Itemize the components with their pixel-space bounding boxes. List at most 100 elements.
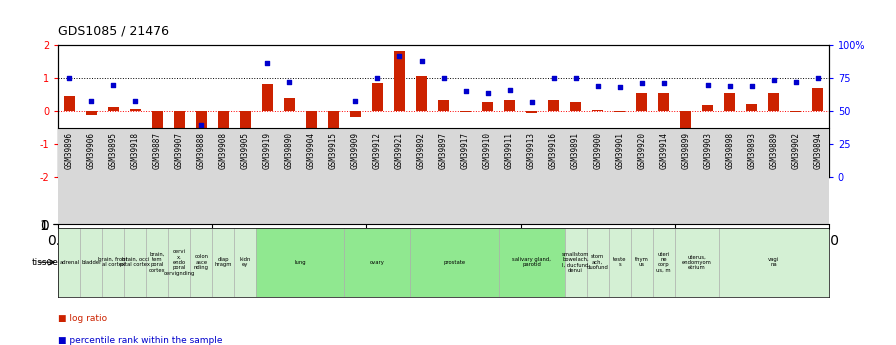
Text: GSM39897: GSM39897 bbox=[439, 132, 448, 169]
Text: GSM39907: GSM39907 bbox=[175, 132, 184, 169]
Text: GSM39920: GSM39920 bbox=[637, 132, 646, 169]
Text: GSM39919: GSM39919 bbox=[263, 132, 271, 169]
Point bbox=[128, 98, 142, 104]
Bar bbox=[790, 111, 801, 112]
Text: brain, front
al cortex: brain, front al cortex bbox=[99, 257, 128, 267]
Bar bbox=[196, 111, 207, 142]
Text: diap
hragm: diap hragm bbox=[215, 257, 232, 267]
Text: GSM39901: GSM39901 bbox=[616, 132, 625, 169]
Bar bbox=[151, 111, 163, 137]
Text: prostate: prostate bbox=[444, 260, 466, 265]
Point bbox=[172, 132, 186, 138]
Text: GSM39915: GSM39915 bbox=[329, 132, 338, 169]
Text: GSM39918: GSM39918 bbox=[131, 132, 140, 169]
Text: GDS1085 / 21476: GDS1085 / 21476 bbox=[58, 25, 169, 38]
Bar bbox=[218, 111, 228, 166]
Point bbox=[305, 132, 319, 138]
Text: GSM39892: GSM39892 bbox=[417, 132, 426, 169]
Bar bbox=[592, 110, 603, 111]
Bar bbox=[587, 228, 608, 297]
Point bbox=[524, 99, 538, 105]
Bar bbox=[394, 51, 405, 111]
Text: GSM39908: GSM39908 bbox=[219, 132, 228, 169]
Point bbox=[568, 75, 582, 81]
Bar bbox=[174, 111, 185, 162]
Bar bbox=[284, 98, 295, 111]
Text: brain,
tem
poral
cortex: brain, tem poral cortex bbox=[149, 252, 166, 273]
Bar bbox=[608, 228, 631, 297]
Text: GSM39896: GSM39896 bbox=[65, 132, 73, 169]
Point bbox=[678, 143, 693, 148]
Bar bbox=[498, 228, 564, 297]
Bar bbox=[256, 228, 344, 297]
Bar bbox=[719, 228, 829, 297]
Text: GSM39909: GSM39909 bbox=[351, 132, 360, 169]
Text: GSM39916: GSM39916 bbox=[549, 132, 558, 169]
Bar bbox=[680, 111, 691, 153]
Point bbox=[260, 60, 274, 66]
Text: GSM39912: GSM39912 bbox=[373, 132, 382, 169]
Text: GSM39888: GSM39888 bbox=[197, 132, 206, 169]
Point bbox=[414, 59, 428, 64]
Point bbox=[459, 88, 473, 94]
Point bbox=[657, 80, 671, 85]
Text: cervi
x,
endo
poral
cervignding: cervi x, endo poral cervignding bbox=[164, 249, 195, 276]
Text: GSM39890: GSM39890 bbox=[285, 132, 294, 169]
Bar bbox=[168, 228, 190, 297]
Bar bbox=[372, 82, 383, 111]
Text: kidn
ey: kidn ey bbox=[240, 257, 251, 267]
Text: GSM39889: GSM39889 bbox=[770, 132, 779, 169]
Text: GSM39911: GSM39911 bbox=[505, 132, 514, 169]
Text: GSM39913: GSM39913 bbox=[527, 132, 536, 169]
Bar bbox=[81, 228, 102, 297]
Text: GSM39893: GSM39893 bbox=[747, 132, 756, 169]
Bar bbox=[108, 107, 119, 111]
Point bbox=[436, 75, 451, 81]
Text: uterus,
endomyom
etrium: uterus, endomyom etrium bbox=[682, 254, 711, 270]
Point bbox=[722, 84, 737, 89]
Bar bbox=[212, 228, 235, 297]
Bar bbox=[190, 228, 212, 297]
Bar bbox=[631, 228, 652, 297]
Point bbox=[106, 82, 120, 88]
Text: stom
ach,
duofund: stom ach, duofund bbox=[587, 254, 608, 270]
Point bbox=[503, 88, 517, 93]
Text: smallstom
bowelach,
l, ducfund
denui: smallstom bowelach, l, ducfund denui bbox=[562, 252, 590, 273]
Text: tissue: tissue bbox=[31, 258, 58, 267]
Bar bbox=[564, 228, 587, 297]
Text: ■ log ratio: ■ log ratio bbox=[58, 314, 108, 323]
Point bbox=[480, 90, 495, 96]
Point bbox=[767, 77, 781, 83]
Point bbox=[282, 79, 297, 85]
Text: uteri
ne
corp
us, m: uteri ne corp us, m bbox=[657, 252, 671, 273]
Bar bbox=[262, 84, 273, 111]
Point bbox=[194, 123, 209, 128]
Point bbox=[613, 85, 627, 90]
Bar bbox=[416, 76, 427, 111]
Bar bbox=[724, 93, 736, 111]
Bar bbox=[746, 104, 757, 111]
Bar bbox=[614, 111, 625, 112]
Bar bbox=[350, 111, 361, 117]
Bar bbox=[64, 96, 74, 111]
Text: GSM39902: GSM39902 bbox=[791, 132, 800, 169]
Bar bbox=[125, 228, 146, 297]
Text: GSM39899: GSM39899 bbox=[681, 132, 690, 169]
Point bbox=[216, 163, 230, 168]
Bar bbox=[526, 111, 537, 112]
Text: GSM39910: GSM39910 bbox=[483, 132, 492, 169]
Point bbox=[745, 84, 759, 89]
Bar bbox=[675, 228, 719, 297]
Bar bbox=[344, 228, 410, 297]
Text: vagi
na: vagi na bbox=[768, 257, 780, 267]
Text: GSM39900: GSM39900 bbox=[593, 132, 602, 169]
Text: GSM39895: GSM39895 bbox=[108, 132, 117, 169]
Point bbox=[634, 80, 649, 85]
Text: salivary gland,
parotid: salivary gland, parotid bbox=[513, 257, 551, 267]
Point bbox=[370, 75, 384, 81]
Point bbox=[590, 83, 605, 89]
Point bbox=[62, 75, 76, 81]
Bar bbox=[504, 100, 515, 111]
Bar bbox=[328, 111, 339, 167]
Point bbox=[326, 169, 340, 175]
